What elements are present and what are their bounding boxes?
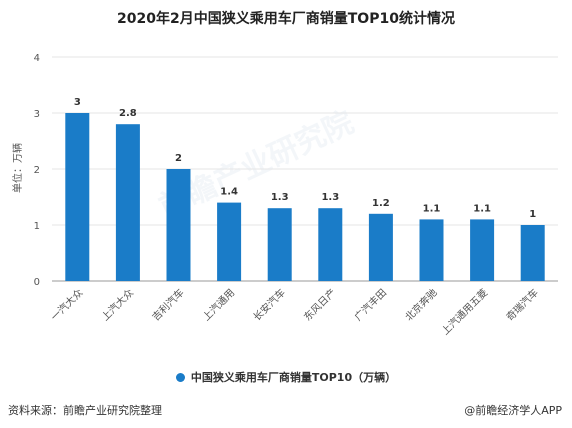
bar [470,219,495,281]
x-tick-label: 上汽通用 [200,286,237,323]
y-tick-label: 2 [34,165,40,176]
bar [419,219,444,281]
x-tick-label: 广汽丰田 [352,286,389,323]
legend-label: 中国狭义乘用车厂商销量TOP10（万辆） [190,371,397,384]
data-label: 2 [175,153,182,164]
x-tick-label: 北京奔驰 [402,286,439,323]
data-label: 1.1 [473,203,491,214]
x-tick-label: 东风日产 [301,286,338,323]
bar [65,113,90,281]
bar [368,213,393,281]
x-tick-label: 奇瑞汽车 [503,286,540,323]
data-label: 3 [74,97,81,108]
bar [217,202,242,281]
data-label: 1.3 [321,192,339,203]
bar [267,208,292,281]
legend-swatch [175,373,185,382]
y-tick-labels: 0 1 2 3 4 [34,53,40,288]
bars [65,113,545,281]
x-tick-label: 上汽通用五菱 [439,286,491,338]
data-labels: 3 2.8 2 1.4 1.3 1.3 1.2 1.1 1.1 1 [74,97,536,220]
bar [115,124,140,281]
x-tick-label: 长安汽车 [250,286,287,323]
legend: 中国狭义乘用车厂商销量TOP10（万辆） [0,369,572,385]
data-label: 1.4 [220,187,238,198]
data-label: 2.8 [119,108,137,119]
data-label: 1 [529,209,536,220]
chart-title: 2020年2月中国狭义乘用车厂商销量TOP10统计情况 [117,11,455,27]
y-tick-label: 1 [34,221,40,232]
data-label: 1.3 [271,192,289,203]
x-tick-label: 吉利汽车 [149,286,186,323]
bar [166,169,191,281]
data-label: 1.2 [372,198,390,209]
y-axis-label: 单位：万辆 [11,143,24,193]
y-tick-label: 3 [34,109,40,120]
y-tick-label: 4 [34,53,40,64]
source-note: 资料来源：前瞻产业研究院整理 [8,404,162,417]
x-tick-labels: 一汽大众 上汽大众 吉利汽车 上汽通用 长安汽车 东风日产 广汽丰田 北京奔驰 上汽通用五菱 奇瑞… [48,286,541,338]
y-tick-label: 0 [34,277,40,288]
x-tick-label: 上汽大众 [99,286,136,323]
bar [318,208,343,281]
bar [520,225,545,281]
x-tick-label: 一汽大众 [48,286,85,323]
brand-note: @前瞻经济学人APP [464,404,562,417]
data-label: 1.1 [423,203,441,214]
